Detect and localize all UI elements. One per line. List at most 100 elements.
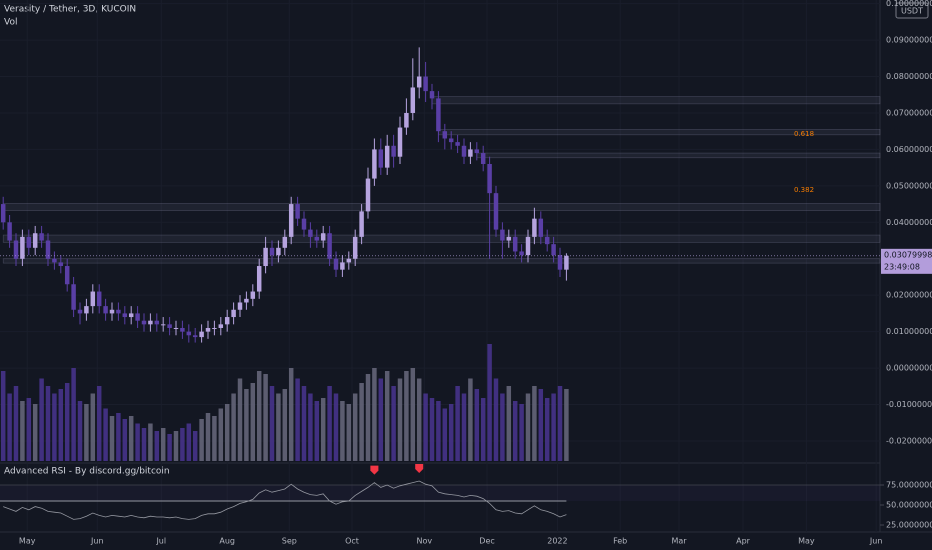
volume-bar bbox=[474, 389, 480, 461]
currency-box[interactable] bbox=[895, 2, 929, 19]
volume-bar bbox=[39, 378, 44, 461]
candle-body bbox=[365, 178, 371, 212]
volume-bar bbox=[346, 404, 352, 461]
volume-bar bbox=[192, 431, 198, 461]
candle-body bbox=[295, 204, 300, 219]
volume-bar bbox=[384, 371, 390, 461]
volume-bar bbox=[512, 401, 518, 461]
candle-body bbox=[455, 142, 460, 146]
volume-bar bbox=[167, 434, 172, 461]
volume-bar bbox=[404, 371, 409, 461]
x-tick-label: Feb bbox=[613, 537, 627, 546]
volume-bar bbox=[301, 386, 307, 461]
candle-body bbox=[557, 255, 563, 270]
candle-body bbox=[397, 127, 403, 157]
volume-bar bbox=[282, 389, 288, 461]
volume-bar bbox=[224, 404, 230, 461]
volume-bar bbox=[212, 416, 217, 461]
candle-body bbox=[468, 149, 473, 157]
volume-bar bbox=[397, 378, 403, 461]
volume-bar bbox=[455, 386, 460, 461]
volume-bar bbox=[45, 386, 51, 461]
volume-bar bbox=[532, 386, 537, 461]
candle-body bbox=[436, 98, 441, 132]
volume-bar bbox=[32, 404, 38, 461]
candle-body bbox=[327, 233, 332, 259]
last-price: 0.03079998 bbox=[884, 250, 932, 259]
y-tick-label: 0.04000000 bbox=[886, 218, 932, 227]
volume-bar bbox=[269, 386, 275, 461]
volume-bar bbox=[218, 408, 224, 461]
candle-body bbox=[256, 266, 262, 292]
volume-bar bbox=[423, 393, 428, 461]
candle-body bbox=[224, 317, 230, 325]
candle-body bbox=[135, 313, 140, 321]
candle-body bbox=[461, 145, 467, 157]
rsi-line bbox=[3, 480, 567, 520]
candle-body bbox=[359, 211, 364, 237]
candle-body bbox=[205, 327, 211, 332]
volume-bar bbox=[84, 404, 89, 461]
volume-bar bbox=[442, 408, 448, 461]
chart-title: Verasity / Tether, 3D, KUCOIN bbox=[4, 5, 136, 15]
volume-bar bbox=[180, 428, 185, 461]
last-price-box bbox=[881, 248, 932, 274]
candle-body bbox=[122, 313, 128, 318]
x-tick-label: Aug bbox=[219, 537, 235, 546]
y-tick-label: 0.10000000 bbox=[886, 0, 932, 8]
candle-body bbox=[429, 91, 435, 99]
candle-body bbox=[448, 138, 454, 143]
candle-body bbox=[391, 145, 396, 157]
fib-label: 0.618 bbox=[794, 130, 814, 138]
volume-bar bbox=[103, 408, 108, 461]
candle-body bbox=[237, 302, 243, 310]
volume-bar bbox=[13, 386, 19, 461]
candle-body bbox=[487, 163, 492, 194]
currency: USDT bbox=[901, 7, 923, 16]
volume-bar bbox=[340, 401, 345, 461]
zone bbox=[431, 96, 881, 105]
volume-bar bbox=[231, 393, 236, 461]
volume-bar bbox=[128, 416, 134, 461]
candle-body bbox=[378, 149, 384, 168]
volume-label: Vol bbox=[4, 18, 17, 28]
candle-body bbox=[512, 236, 518, 252]
rsi-signal bbox=[370, 465, 379, 475]
volume-bar bbox=[205, 413, 211, 461]
volume-bar bbox=[154, 431, 160, 461]
candle-body bbox=[167, 324, 172, 328]
candle-body bbox=[90, 291, 96, 307]
volume-bar bbox=[500, 393, 505, 461]
volume-bar bbox=[538, 389, 544, 461]
candle-body bbox=[372, 149, 377, 179]
y-tick-label: -0.01000000 bbox=[886, 400, 932, 409]
candle-body bbox=[77, 309, 83, 314]
zone bbox=[2, 258, 881, 264]
volume-bar bbox=[487, 344, 492, 461]
indicator-title: Advanced RSI - By discord.gg/bitcoin bbox=[4, 467, 170, 477]
candle-body bbox=[20, 236, 25, 259]
candle-body bbox=[212, 327, 217, 329]
volume-bar bbox=[96, 386, 102, 461]
candle-body bbox=[128, 313, 134, 318]
candle-body bbox=[333, 258, 339, 270]
y-tick-label: 0.06000000 bbox=[886, 145, 932, 154]
volume-bar bbox=[109, 416, 115, 461]
volume-bar bbox=[359, 383, 364, 461]
volume-bar bbox=[116, 413, 121, 461]
candle-body bbox=[84, 306, 89, 314]
candle-body bbox=[480, 153, 486, 164]
candle-body bbox=[231, 309, 236, 318]
x-tick-label: Dec bbox=[479, 537, 494, 546]
volume-bar bbox=[480, 398, 486, 461]
volume-bar bbox=[148, 423, 153, 461]
x-tick-label: Apr bbox=[736, 537, 751, 546]
y-tick-label: 0.01000000 bbox=[886, 327, 932, 336]
volume-bar bbox=[288, 368, 294, 461]
volume-bar bbox=[429, 398, 435, 461]
candle-body bbox=[52, 258, 57, 263]
volume-bar bbox=[410, 368, 416, 461]
candle-body bbox=[71, 284, 76, 310]
volume-bar bbox=[199, 419, 204, 461]
candle-body bbox=[199, 331, 204, 338]
